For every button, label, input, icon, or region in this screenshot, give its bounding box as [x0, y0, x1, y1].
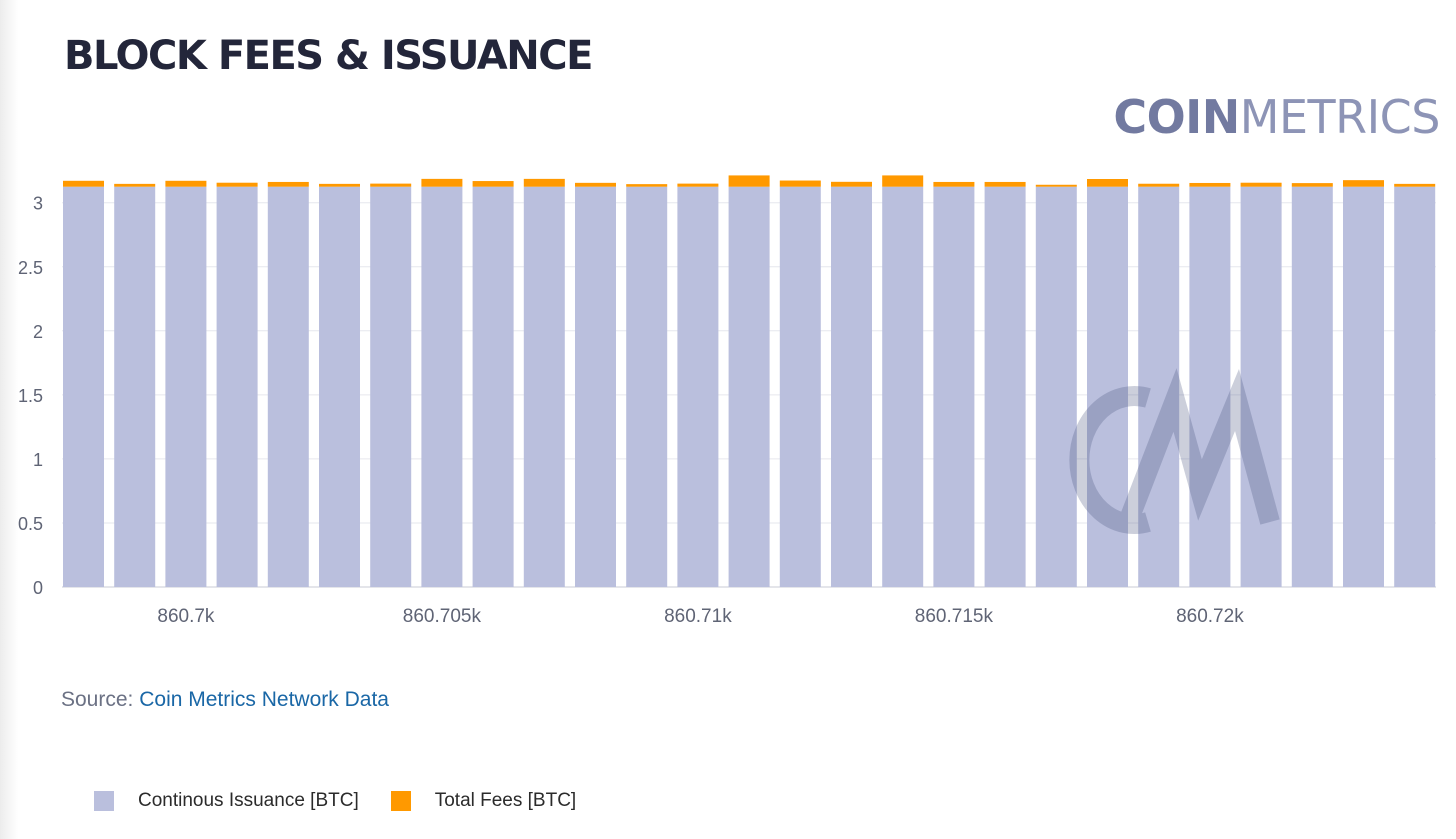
bar-issuance: [421, 186, 463, 587]
bar-fees: [677, 183, 719, 187]
x-axis: 860.7k 860.705k 860.71k 860.715k 860.72k: [157, 606, 1244, 627]
bars: [63, 175, 1436, 587]
bar-issuance: [165, 186, 207, 587]
bar-fees: [421, 178, 463, 187]
legend-label-fees: Total Fees [BTC]: [434, 790, 577, 811]
bar-fees: [984, 181, 1026, 187]
bar-issuance: [1087, 186, 1128, 587]
bar-fees: [575, 182, 616, 187]
stacked-bar-chart: 00.511.522.53 860.7k 860.705k 860.71k 860.7…: [18, 175, 1436, 627]
bar-issuance: [216, 186, 258, 587]
bar-fees: [1138, 183, 1180, 187]
source-link[interactable]: Coin Metrics Network Data: [139, 688, 389, 711]
bar-issuance: [779, 186, 821, 587]
bar-issuance: [472, 186, 514, 587]
x-tick-label: 860.715k: [915, 606, 994, 627]
bar-issuance: [114, 186, 156, 587]
bar-fees: [319, 183, 360, 187]
chart-legend: Continous Issuance [BTC] Total Fees [BTC…: [94, 790, 608, 812]
y-axis: 0 0.5 1 1.5 2 2.5 3: [18, 194, 43, 598]
bar-fees: [728, 175, 770, 187]
bar-issuance: [882, 186, 924, 587]
bar-issuance: [1291, 186, 1333, 587]
x-tick-label: 860.7k: [157, 606, 215, 627]
bar-issuance: [523, 186, 565, 587]
x-tick-label: 860.72k: [1176, 606, 1244, 627]
y-tick-label: 1.5: [18, 386, 43, 406]
bar-fees: [933, 181, 975, 187]
y-tick-label: 2.5: [18, 258, 43, 278]
left-edge-shade: [0, 0, 18, 839]
legend-swatch-fees: [390, 791, 411, 811]
bar-fees: [267, 181, 309, 187]
source-prefix: Source:: [61, 688, 140, 711]
bar-fees: [472, 181, 514, 187]
bar-issuance: [1138, 186, 1180, 587]
y-tick-label: 2: [33, 322, 43, 342]
bar-fees: [523, 178, 565, 187]
chart-title: BLOCK FEES & ISSUANCE: [64, 33, 593, 79]
bar-issuance: [728, 186, 770, 587]
y-tick-label: 3: [33, 194, 43, 214]
bar-fees: [165, 180, 207, 187]
y-tick-label: 0.5: [18, 514, 43, 534]
bar-issuance: [1343, 186, 1384, 587]
coinmetrics-logo: COINMETRICS: [1113, 90, 1440, 144]
bar-issuance: [267, 186, 309, 587]
logo-bold-text: COIN: [1113, 90, 1240, 144]
bar-issuance: [1035, 186, 1077, 587]
watermark-m-shape: [1118, 368, 1280, 526]
bar-issuance: [831, 186, 872, 587]
bar-fees: [779, 180, 821, 187]
legend-item-issuance[interactable]: Continous Issuance [BTC]: [94, 790, 359, 812]
cm-watermark: [1069, 368, 1280, 534]
x-tick-label: 860.71k: [664, 606, 732, 627]
watermark-c-shape: [1069, 386, 1151, 534]
bar-fees: [63, 180, 104, 187]
bar-fees: [831, 181, 872, 187]
bar-fees: [1394, 183, 1436, 187]
legend-label-issuance: Continous Issuance [BTC]: [138, 790, 359, 811]
bar-issuance: [319, 186, 360, 587]
logo-light-text: METRICS: [1239, 90, 1441, 144]
bar-fees: [1087, 179, 1128, 187]
legend-swatch-issuance: [94, 791, 114, 811]
bar-issuance: [933, 186, 975, 587]
y-tick-label: 0: [33, 578, 43, 598]
bar-issuance: [63, 186, 104, 587]
bar-fees: [370, 183, 412, 187]
bar-fees: [1291, 183, 1333, 187]
bar-issuance: [1240, 186, 1282, 587]
bar-fees: [1035, 184, 1077, 187]
y-tick-label: 1: [33, 450, 43, 470]
bar-fees: [626, 184, 668, 187]
bar-fees: [882, 175, 924, 187]
bar-issuance: [575, 186, 616, 587]
bar-issuance: [677, 186, 719, 587]
bar-issuance: [626, 186, 668, 587]
legend-item-fees[interactable]: Total Fees [BTC]: [390, 790, 577, 812]
source-line: Source: Coin Metrics Network Data: [61, 688, 389, 712]
bar-fees: [1189, 182, 1231, 187]
bar-fees: [216, 182, 258, 187]
x-tick-label: 860.705k: [403, 606, 482, 627]
bar-issuance: [370, 186, 412, 587]
bar-fees: [1240, 182, 1282, 187]
bar-issuance: [1189, 186, 1231, 587]
bar-fees: [1343, 180, 1384, 187]
bar-fees: [114, 183, 156, 187]
bar-issuance: [984, 186, 1026, 587]
bar-issuance: [1394, 186, 1436, 587]
